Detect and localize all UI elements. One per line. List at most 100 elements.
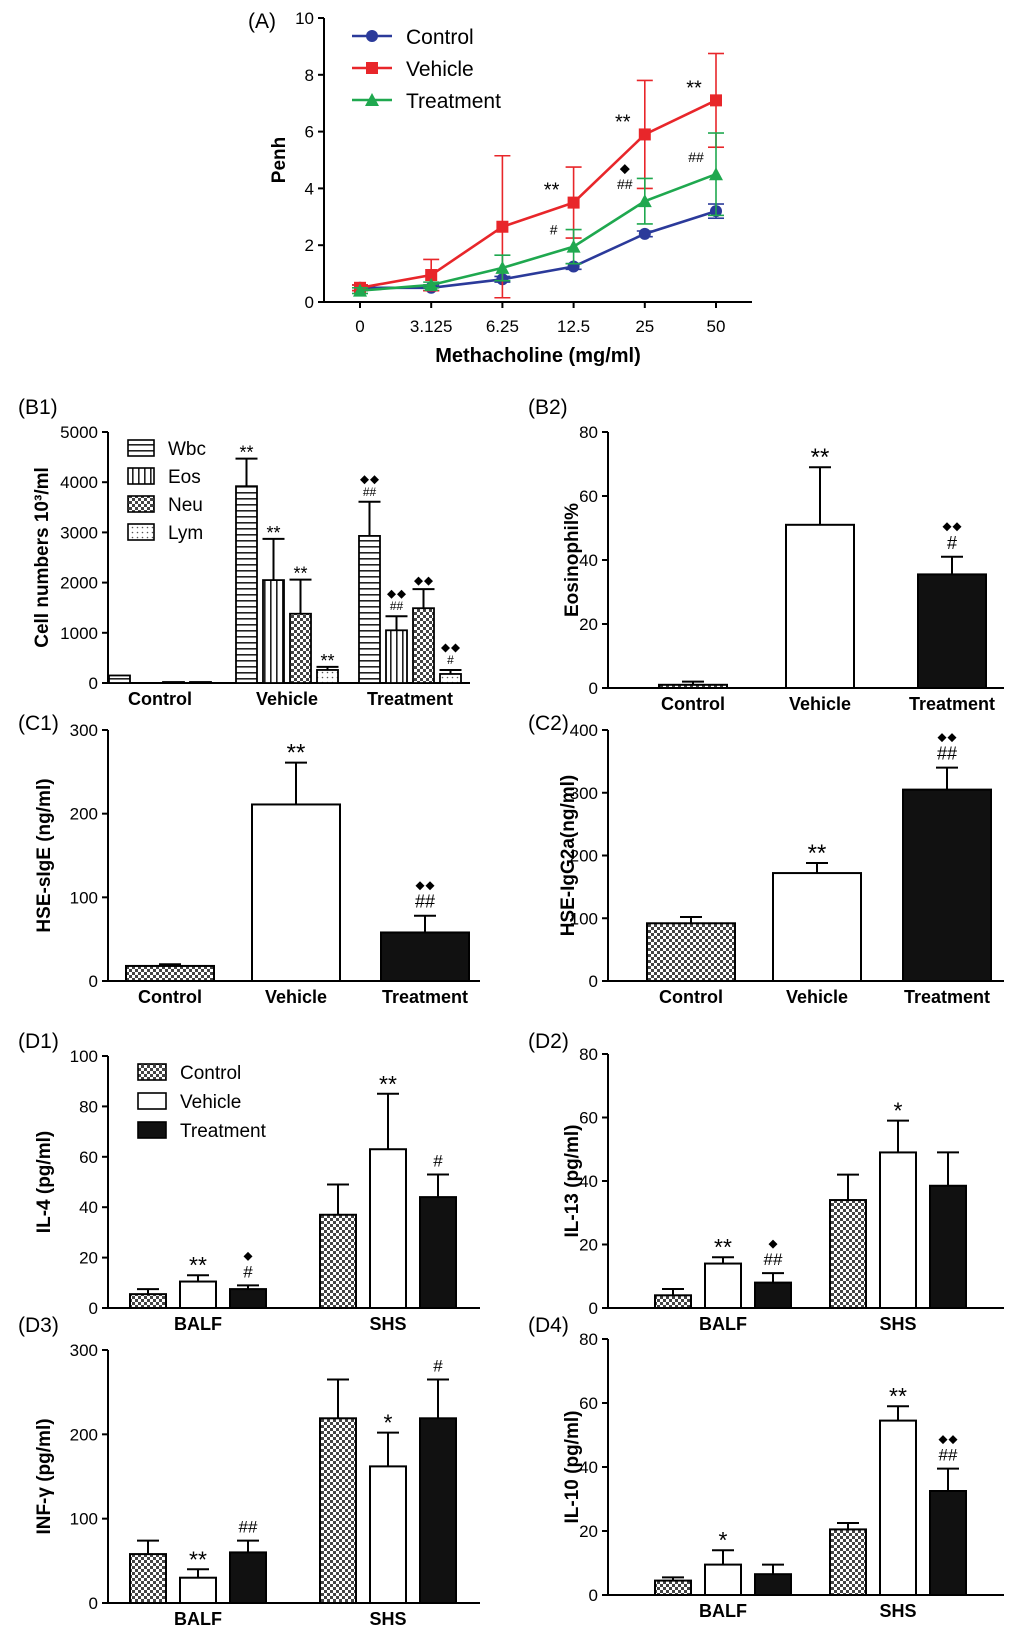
significance-stars: ** [293, 564, 307, 584]
bar [772, 872, 862, 983]
y-tick-label: 0 [89, 1299, 98, 1318]
bar [358, 535, 381, 684]
panel-label: (A) [248, 10, 276, 33]
series-control [654, 1522, 867, 1597]
x-category-label: Vehicle [786, 987, 848, 1007]
diamond-icon [768, 1239, 778, 1249]
legend-swatch [137, 1063, 167, 1081]
y-tick-label: 60 [579, 487, 598, 506]
diamond-icon [415, 881, 425, 891]
y-tick-label: 100 [570, 909, 598, 928]
series-line [359, 99, 717, 290]
legend: Wbc Eos Neu Lym [127, 439, 206, 544]
bar [654, 1579, 692, 1596]
y-axis-title: Cell numbers 10³/ml [32, 467, 53, 648]
x-category-label: SHS [369, 1609, 406, 1629]
x-axis-title: Methacholine (mg/ml) [435, 345, 641, 367]
bar [929, 1184, 967, 1309]
significance-stars: * [894, 1098, 903, 1124]
data-point [637, 194, 652, 208]
bar [369, 1148, 407, 1309]
significance-hash: # [447, 653, 454, 667]
bar [385, 629, 408, 684]
significance-hash: ## [937, 744, 957, 764]
significance-hash: ## [939, 1446, 958, 1465]
significance-stars: ** [320, 651, 334, 671]
y-tick-label: 400 [570, 721, 598, 740]
data-point [353, 283, 367, 297]
y-tick-label: 4000 [60, 473, 98, 492]
y-tick-label: 0 [589, 679, 598, 698]
legend-marker [366, 30, 378, 42]
significance-hash: # [243, 1262, 253, 1281]
y-axis-title: IL-13 (pg/ml) [562, 1125, 583, 1238]
diamond-icon [441, 643, 450, 653]
legend-swatch [127, 439, 155, 457]
bar [704, 1563, 742, 1596]
y-tick-label: 60 [579, 1109, 598, 1128]
y-tick-label: 0 [589, 1586, 598, 1605]
diamond-icon [937, 733, 947, 743]
y-tick-label: 20 [579, 1236, 598, 1255]
diamond-icon [414, 576, 423, 586]
x-tick-label: 3.125 [410, 317, 453, 336]
bar [369, 1465, 407, 1604]
bar [229, 1551, 267, 1605]
diamond-icon [942, 522, 952, 532]
significance-hash: ## [617, 176, 633, 192]
series-control [129, 1183, 357, 1310]
x-category-label: Control [138, 987, 202, 1007]
y-tick-label: 40 [79, 1198, 98, 1217]
diamond-icon [387, 589, 396, 599]
significance-stars: ** [615, 111, 631, 133]
y-tick-label: 0 [589, 972, 598, 991]
y-tick-label: 60 [79, 1148, 98, 1167]
x-category-label: SHS [369, 1314, 406, 1334]
series-vehicle: *** [704, 1383, 917, 1596]
data-point [710, 94, 722, 107]
legend-label: Eos [168, 467, 201, 488]
panel-label: (B2) [528, 396, 568, 419]
bar [316, 669, 339, 684]
bar [419, 1196, 457, 1309]
y-tick-label: 40 [579, 551, 598, 570]
diamond-icon [370, 475, 379, 485]
data-point [566, 239, 581, 253]
legend-swatch [127, 467, 155, 485]
legend-swatch [127, 495, 155, 513]
series-vehicle: *** [704, 1098, 917, 1310]
significance-stars: ** [379, 1071, 397, 1097]
diamond-icon [451, 643, 460, 653]
series-treatment: ##### [352, 132, 724, 297]
panel-a: 0 2 4 6 8 10 (A) Penh 0 3.125 6.25 12.5 25 50 Methacho… [248, 9, 752, 367]
x-category-label: Control [661, 694, 725, 714]
x-category-label: Treatment [904, 987, 990, 1007]
significance-stars: ** [808, 840, 827, 867]
data-point [638, 227, 651, 240]
y-tick-label: 20 [579, 1522, 598, 1541]
bar [380, 931, 470, 982]
bar [439, 673, 462, 684]
x-category-label: BALF [699, 1314, 747, 1334]
legend-label: Lym [168, 523, 203, 544]
diamond-icon [948, 1435, 958, 1445]
panel-label: (D4) [528, 1314, 569, 1337]
significance-stars: ** [287, 740, 306, 767]
significance-stars: * [719, 1527, 728, 1553]
data-point [424, 277, 439, 291]
significance-stars: ** [189, 1252, 207, 1278]
x-category-label: Control [659, 987, 723, 1007]
y-axis-title: IL-4 (pg/ml) [34, 1131, 55, 1233]
y-tick-label: 80 [579, 1330, 598, 1349]
bar [235, 485, 258, 684]
bar [412, 607, 435, 684]
diamond-icon [424, 576, 433, 586]
bar [902, 788, 992, 982]
x-category-label: Vehicle [789, 694, 851, 714]
bar [704, 1262, 742, 1310]
x-category-label: BALF [174, 1314, 222, 1334]
y-tick-label: 0 [89, 1594, 98, 1613]
bar [785, 523, 855, 689]
